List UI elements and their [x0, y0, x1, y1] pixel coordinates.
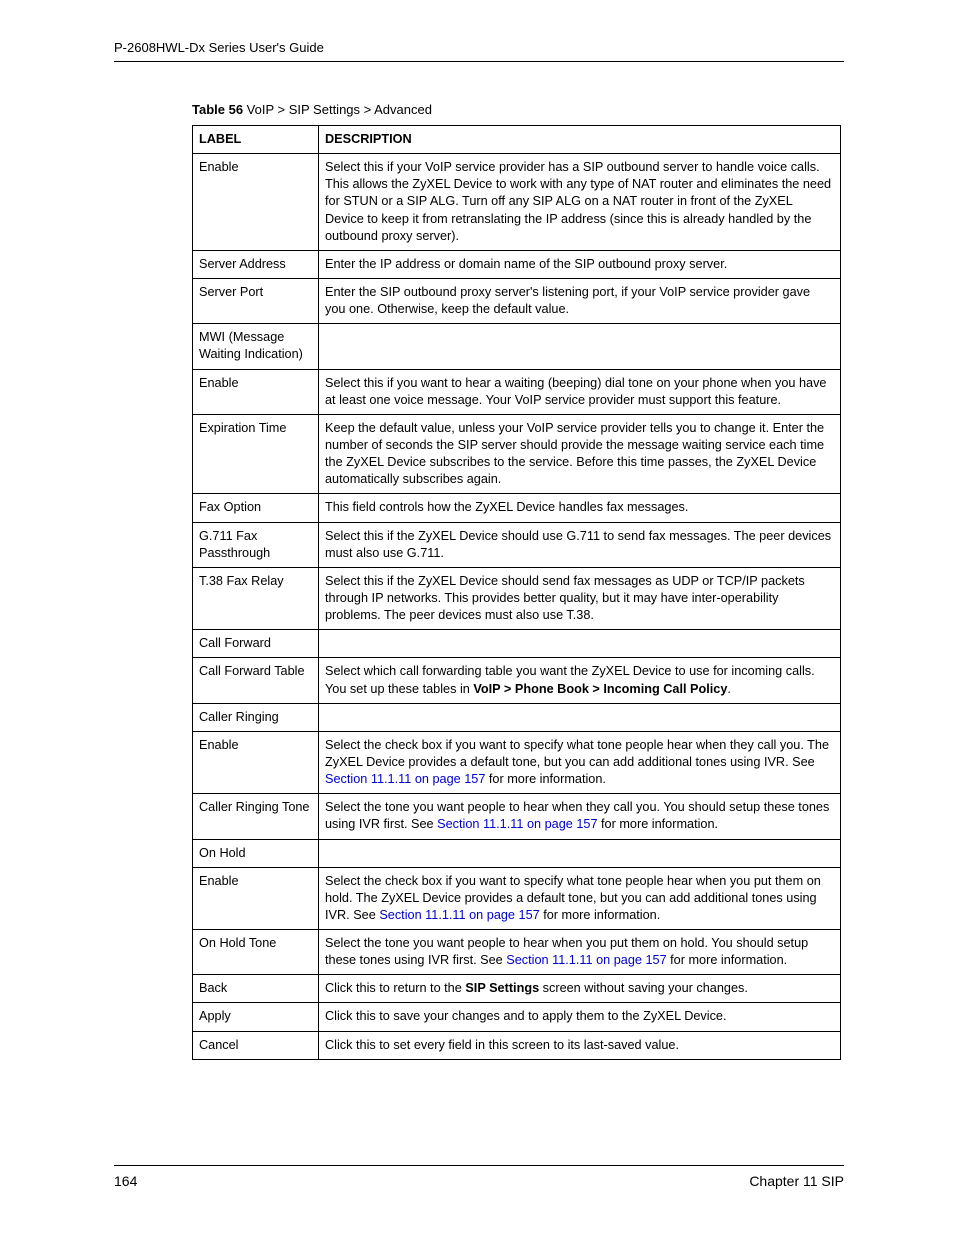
- table-caption-text: VoIP > SIP Settings > Advanced: [243, 102, 432, 117]
- cell-description: Click this to save your changes and to a…: [319, 1003, 841, 1031]
- table-row: EnableSelect the check box if you want t…: [193, 867, 841, 929]
- cell-description: Select this if the ZyXEL Device should u…: [319, 522, 841, 567]
- table-row: Caller Ringing ToneSelect the tone you w…: [193, 794, 841, 839]
- description-text: Select this if the ZyXEL Device should s…: [325, 574, 805, 622]
- table-row: Server Address Enter the IP address or do…: [193, 250, 841, 278]
- cell-description: [319, 703, 841, 731]
- table-row: Cancel Click this to set every field in t…: [193, 1031, 841, 1059]
- description-text: Click this to save your changes and to a…: [325, 1009, 727, 1023]
- cell-description: Keep the default value, unless your VoIP…: [319, 414, 841, 494]
- table-row: Server PortEnter the SIP outbound proxy …: [193, 278, 841, 323]
- cell-label: Call Forward Table: [193, 658, 319, 703]
- cross-reference-link[interactable]: Section 11.1.11 on page 157: [506, 953, 666, 967]
- cell-label: T.38 Fax Relay: [193, 567, 319, 629]
- header-title: P-2608HWL-Dx Series User's Guide: [114, 40, 324, 55]
- table-header-row: LABEL DESCRIPTION: [193, 126, 841, 154]
- cell-label: Enable: [193, 867, 319, 929]
- cell-description: Select the tone you want people to hear …: [319, 794, 841, 839]
- cell-description: Click this to return to the SIP Settings…: [319, 975, 841, 1003]
- cell-description: This field controls how the ZyXEL Device…: [319, 494, 841, 522]
- table-row: MWI (Message Waiting Indication): [193, 324, 841, 369]
- table-row: G.711 Fax PassthroughSelect this if the …: [193, 522, 841, 567]
- table-row: On Hold: [193, 839, 841, 867]
- description-text: This field controls how the ZyXEL Device…: [325, 500, 688, 514]
- description-text: Select this if the ZyXEL Device should u…: [325, 529, 831, 560]
- description-text: Select this if you want to hear a waitin…: [325, 376, 826, 407]
- description-text: for more information.: [667, 953, 788, 967]
- table-row: T.38 Fax RelaySelect this if the ZyXEL D…: [193, 567, 841, 629]
- description-text: for more information.: [598, 817, 719, 831]
- cell-description: Select this if your VoIP service provide…: [319, 154, 841, 251]
- cell-label: Call Forward: [193, 630, 319, 658]
- cross-reference-link[interactable]: Section 11.1.11 on page 157: [325, 772, 485, 786]
- description-text: Enter the IP address or domain name of t…: [325, 257, 727, 271]
- cell-label: Server Address: [193, 250, 319, 278]
- table-row: Caller Ringing: [193, 703, 841, 731]
- table-row: On Hold ToneSelect the tone you want peo…: [193, 930, 841, 975]
- table-row: Fax Option This field controls how the Zy…: [193, 494, 841, 522]
- cell-label: Server Port: [193, 278, 319, 323]
- bold-text: SIP Settings: [465, 981, 539, 995]
- cell-description: Click this to set every field in this sc…: [319, 1031, 841, 1059]
- cell-description: Enter the IP address or domain name of t…: [319, 250, 841, 278]
- cell-description: Select this if you want to hear a waitin…: [319, 369, 841, 414]
- description-text: .: [727, 682, 731, 696]
- description-text: Keep the default value, unless your VoIP…: [325, 421, 824, 486]
- cell-label: Back: [193, 975, 319, 1003]
- cell-label: Cancel: [193, 1031, 319, 1059]
- description-text: Select this if your VoIP service provide…: [325, 160, 831, 243]
- cell-description: [319, 839, 841, 867]
- table-row: Expiration TimeKeep the default value, u…: [193, 414, 841, 494]
- page-header: P-2608HWL-Dx Series User's Guide: [114, 40, 844, 62]
- cell-description: Select the tone you want people to hear …: [319, 930, 841, 975]
- cell-label: Enable: [193, 369, 319, 414]
- cell-label: Apply: [193, 1003, 319, 1031]
- description-text: Select the check box if you want to spec…: [325, 738, 829, 769]
- table-row: BackClick this to return to the SIP Sett…: [193, 975, 841, 1003]
- cell-description: Select which call forwarding table you w…: [319, 658, 841, 703]
- cell-description: Select the check box if you want to spec…: [319, 867, 841, 929]
- cell-label: G.711 Fax Passthrough: [193, 522, 319, 567]
- cell-label: Enable: [193, 731, 319, 793]
- table-caption-prefix: Table 56: [192, 102, 243, 117]
- cell-description: [319, 324, 841, 369]
- cell-label: Fax Option: [193, 494, 319, 522]
- description-text: Enter the SIP outbound proxy server's li…: [325, 285, 810, 316]
- cross-reference-link[interactable]: Section 11.1.11 on page 157: [437, 817, 597, 831]
- cell-description: Enter the SIP outbound proxy server's li…: [319, 278, 841, 323]
- table-row: Apply Click this to save your changes and…: [193, 1003, 841, 1031]
- table-row: EnableSelect this if you want to hear a …: [193, 369, 841, 414]
- cell-description: Select this if the ZyXEL Device should s…: [319, 567, 841, 629]
- th-description: DESCRIPTION: [319, 126, 841, 154]
- cell-label: Caller Ringing Tone: [193, 794, 319, 839]
- table-row: Call Forward: [193, 630, 841, 658]
- page-number: 164: [114, 1173, 137, 1189]
- cell-label: Caller Ringing: [193, 703, 319, 731]
- cell-label: Enable: [193, 154, 319, 251]
- description-text: for more information.: [485, 772, 606, 786]
- cell-label: MWI (Message Waiting Indication): [193, 324, 319, 369]
- table-row: Call Forward TableSelect which call forw…: [193, 658, 841, 703]
- cell-label: Expiration Time: [193, 414, 319, 494]
- th-label: LABEL: [193, 126, 319, 154]
- cell-description: [319, 630, 841, 658]
- description-text: Click this to set every field in this sc…: [325, 1038, 679, 1052]
- table-row: EnableSelect the check box if you want t…: [193, 731, 841, 793]
- chapter-label: Chapter 11 SIP: [749, 1173, 844, 1189]
- description-text: Click this to return to the: [325, 981, 465, 995]
- settings-table: LABEL DESCRIPTION EnableSelect this if y…: [192, 125, 841, 1060]
- cell-label: On Hold: [193, 839, 319, 867]
- bold-text: VoIP > Phone Book > Incoming Call Policy: [473, 682, 727, 696]
- cross-reference-link[interactable]: Section 11.1.11 on page 157: [379, 908, 539, 922]
- description-text: for more information.: [540, 908, 661, 922]
- page-footer: 164 Chapter 11 SIP: [114, 1165, 844, 1189]
- cell-label: On Hold Tone: [193, 930, 319, 975]
- table-row: EnableSelect this if your VoIP service p…: [193, 154, 841, 251]
- cell-description: Select the check box if you want to spec…: [319, 731, 841, 793]
- table-caption: Table 56 VoIP > SIP Settings > Advanced: [192, 102, 844, 117]
- description-text: screen without saving your changes.: [539, 981, 748, 995]
